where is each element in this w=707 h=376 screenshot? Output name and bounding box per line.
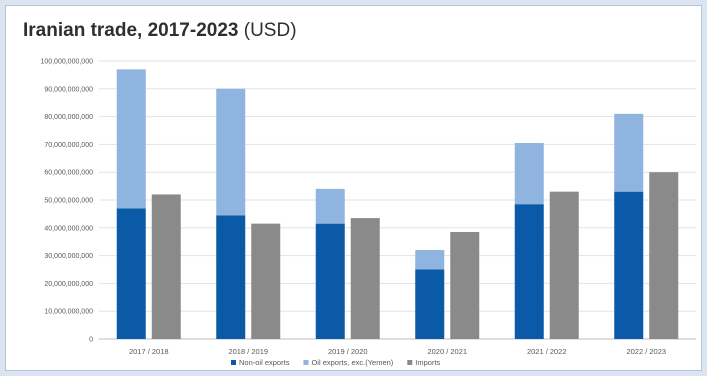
legend-swatch [303, 360, 309, 365]
y-tick-label: 40,000,000,000 [44, 225, 93, 232]
legend-swatch [407, 360, 413, 365]
bar-oil-exports-exc-yemen [614, 113, 644, 192]
bar-imports [649, 172, 679, 339]
y-tick-label: 100,000,000,000 [40, 59, 93, 66]
legend-label: Non-oil exports [239, 358, 290, 367]
x-tick-label: 2018 / 2019 [228, 347, 268, 356]
bar-non-oil-exports [216, 215, 246, 339]
y-tick-label: 30,000,000,000 [44, 253, 93, 260]
chart-title-main: Iranian trade, 2017-2023 [23, 20, 239, 41]
bar-oil-exports-exc-yemen [116, 69, 146, 209]
bar-imports [450, 231, 480, 339]
y-tick-label: 10,000,000,000 [44, 309, 93, 316]
y-tick-label: 60,000,000,000 [44, 170, 93, 177]
bar-oil-exports-exc-yemen [216, 88, 246, 216]
x-tick-label: 2017 / 2018 [129, 347, 169, 356]
bar-imports [251, 223, 281, 339]
bar-non-oil-exports [315, 223, 345, 339]
y-tick-label: 20,000,000,000 [44, 281, 93, 288]
y-tick-label: 90,000,000,000 [44, 86, 93, 93]
bar-non-oil-exports [514, 204, 544, 339]
y-tick-label: 80,000,000,000 [44, 114, 93, 121]
y-tick-label: 70,000,000,000 [44, 142, 93, 149]
legend-label: Oil exports, exc.(Yemen) [311, 358, 393, 367]
y-tick-label: 0 [89, 337, 93, 344]
chart-plot: 0 10,000,000,000 20,000,000,000 30,000,000,… [40, 59, 696, 367]
chart-title: Iranian trade, 2017-2023 (USD) [23, 20, 297, 42]
legend-label: Imports [415, 358, 440, 367]
x-tick-label: 2019 / 2020 [328, 347, 368, 356]
bar-oil-exports-exc-yemen [415, 250, 445, 270]
bar-non-oil-exports [415, 269, 445, 339]
bar-imports [151, 194, 181, 339]
x-tick-label: 2022 / 2023 [626, 347, 666, 356]
bar-imports [350, 218, 380, 339]
bar-non-oil-exports [116, 208, 146, 339]
legend-swatch [231, 360, 236, 365]
chart-frame: Iranian trade, 2017-2023 (USD) 0 10,000,0… [5, 5, 702, 371]
bar-oil-exports-exc-yemen [514, 143, 544, 205]
bar-non-oil-exports [614, 191, 644, 339]
x-tick-label: 2020 / 2021 [427, 347, 467, 356]
x-tick-label: 2021 / 2022 [527, 347, 567, 356]
y-tick-label: 50,000,000,000 [44, 198, 93, 205]
bar-imports [549, 191, 579, 339]
bar-oil-exports-exc-yemen [315, 188, 345, 224]
chart-title-unit: (USD) [243, 20, 297, 41]
